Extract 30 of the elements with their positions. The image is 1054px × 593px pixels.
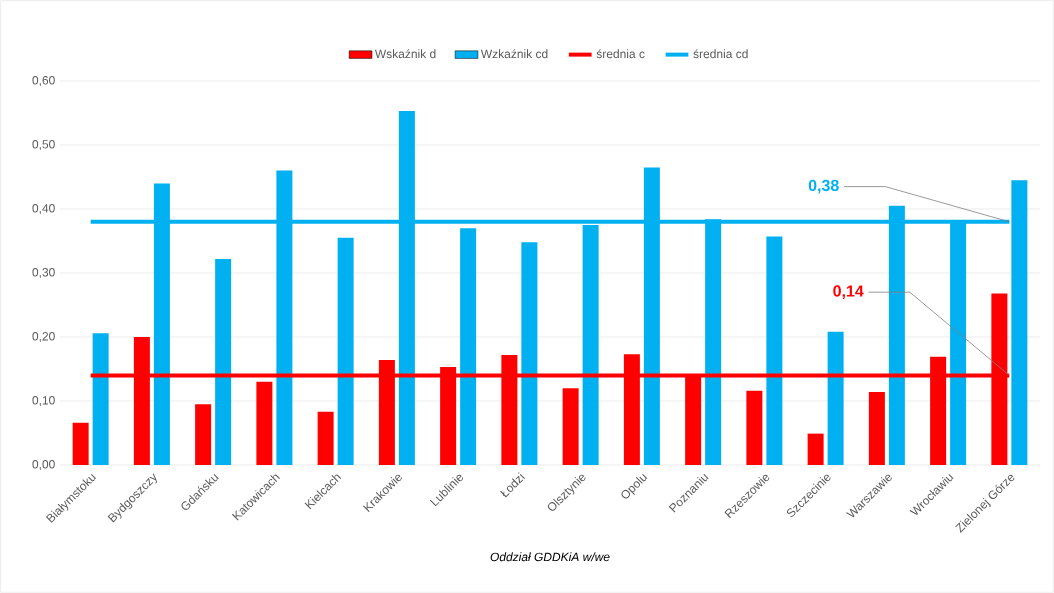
bar	[521, 242, 538, 465]
bar	[807, 433, 824, 465]
legend-label: Wskaźnik d	[374, 49, 436, 59]
x-axis-title: Oddział GDDKiA w/we	[490, 552, 610, 562]
bar	[337, 237, 354, 465]
bar	[868, 392, 885, 465]
legend-label: średnia c	[596, 49, 645, 59]
legend-label: Wzkaźnik cd	[480, 49, 548, 59]
bar	[1011, 180, 1028, 465]
y-tick-label: 0,50	[32, 140, 55, 150]
bar	[827, 331, 844, 465]
legend-label: średnia cd	[693, 49, 748, 59]
y-tick-label: 0,10	[32, 396, 55, 406]
bar	[766, 236, 783, 465]
annotation: 0,38	[808, 179, 839, 194]
bar	[746, 390, 763, 465]
bar	[92, 333, 109, 465]
bar	[195, 404, 212, 465]
y-tick-label: 0,30	[32, 268, 55, 278]
bar	[317, 411, 334, 465]
bar	[215, 258, 232, 465]
bar	[72, 422, 89, 465]
y-tick-label: 0,20	[32, 332, 55, 342]
y-tick-label: 0,60	[32, 76, 55, 86]
y-tick-label: 0,00	[32, 460, 55, 470]
bar	[256, 381, 273, 465]
bar	[460, 228, 477, 465]
y-tick-label: 0,40	[32, 204, 55, 214]
annotation: 0,14	[833, 285, 864, 300]
bar	[562, 388, 579, 465]
